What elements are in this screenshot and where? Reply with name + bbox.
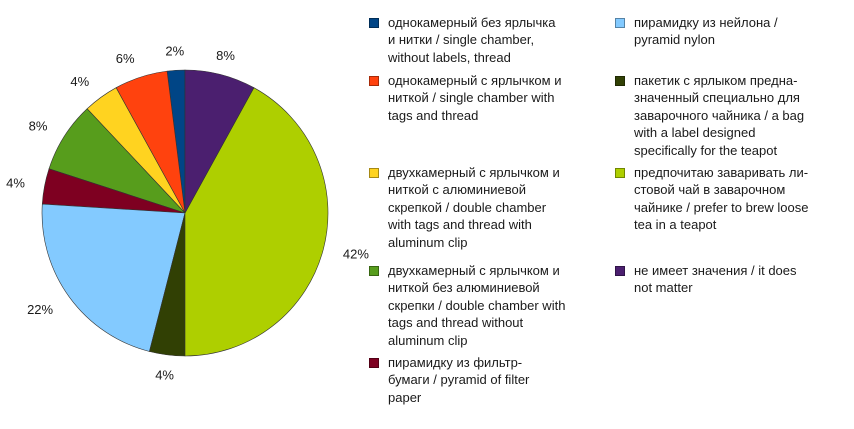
legend-label: предпочитаю заваривать ли-стовой чай в з… xyxy=(634,164,854,234)
slice-data-label: 6% xyxy=(116,51,135,66)
legend-label-line: tags and thread without xyxy=(388,315,524,331)
slice-data-label: 4% xyxy=(70,74,89,89)
legend-label-line: not matter xyxy=(634,280,693,296)
legend-label-line: paper xyxy=(388,389,422,405)
legend-swatch xyxy=(369,358,379,368)
slice-data-label: 4% xyxy=(6,176,25,191)
legend-label-line: скрепкой / double chamber xyxy=(388,199,547,215)
legend-swatch xyxy=(615,18,625,28)
legend-swatch xyxy=(369,168,379,178)
legend-entry: двухкамерный с ярлычком и ниткой с алюмин… xyxy=(369,164,613,251)
legend-label-line: tags and thread xyxy=(388,107,479,123)
legend-label-line: with tags and thread with xyxy=(388,217,532,233)
legend-swatch xyxy=(615,266,625,276)
legend-label-line: не имеет значения / it does xyxy=(634,263,797,278)
legend-label-line: with a label designed xyxy=(634,125,756,141)
legend-label-line: и нитки / single chamber, xyxy=(388,32,535,48)
legend-label-line: specifically for the teapot xyxy=(634,142,778,158)
legend-label-line: aluminum clip xyxy=(388,234,468,250)
legend-label: двухкамерный с ярлычком и ниткой с алюмин… xyxy=(388,164,613,251)
legend-entry: предпочитаю заваривать ли-стовой чай в з… xyxy=(615,164,854,234)
legend-label-line: бумаги / pyramid of filter xyxy=(388,372,530,388)
legend-label-line: однокамерный без ярлычка xyxy=(388,15,556,30)
legend-swatch xyxy=(369,18,379,28)
pie-slice xyxy=(184,87,329,357)
legend-label-line: пирамидку из фильтр- xyxy=(388,355,523,370)
pie-slice xyxy=(184,69,255,214)
legend-label: не имеет значения / it does not matter xyxy=(634,262,854,297)
legend-swatch xyxy=(615,168,625,178)
legend-label-line: стовой чай в заварочном xyxy=(634,182,786,198)
legend-label-line: aluminum clip xyxy=(388,332,468,348)
legend-label: двухкамерный с ярлычком и ниткой без алюм… xyxy=(388,262,613,349)
legend-label: пирамидку из фильтр-бумаги / pyramid of … xyxy=(388,354,613,406)
legend-entry: двухкамерный с ярлычком и ниткой без алюм… xyxy=(369,262,613,349)
slice-data-label: 2% xyxy=(165,43,184,58)
legend-label-line: заварочного чайника / a bag xyxy=(634,107,805,123)
legend-entry: не имеет значения / it does not matter xyxy=(615,262,854,297)
legend-label: пирамидку из нейлона / pyramid nylon xyxy=(634,14,854,49)
legend-label-line: ниткой / single chamber with xyxy=(388,90,555,106)
legend-entry: пирамидку из фильтр-бумаги / pyramid of … xyxy=(369,354,613,406)
slice-data-label: 8% xyxy=(216,48,235,63)
legend-label-line: предпочитаю заваривать ли- xyxy=(634,165,809,180)
legend-label: однокамерный с ярлычком и ниткой / single… xyxy=(388,72,613,124)
slice-data-label: 8% xyxy=(29,119,48,134)
legend-label-line: pyramid nylon xyxy=(634,32,715,48)
legend-entry: однокамерный с ярлычком и ниткой / single… xyxy=(369,72,613,124)
legend-label-line: without labels, thread xyxy=(388,49,511,65)
legend-label-line: чайнике / prefer to brew loose xyxy=(634,199,809,215)
legend-label-line: двухкамерный с ярлычком и xyxy=(388,165,560,180)
legend-label-line: двухкамерный с ярлычком и xyxy=(388,263,560,278)
legend-swatch xyxy=(615,76,625,86)
legend-label-line: скрепки / double chamber with xyxy=(388,297,566,313)
legend-label-line: пакетик с ярлыком предна- xyxy=(634,73,798,88)
legend-entry: однокамерный без ярлычка и нитки / single… xyxy=(369,14,613,66)
legend-label-line: однокамерный с ярлычком и xyxy=(388,73,562,88)
legend-label: пакетик с ярлыком предна-значенный специ… xyxy=(634,72,854,159)
pie-slice xyxy=(41,203,186,352)
slice-data-label: 22% xyxy=(27,302,53,317)
legend-label-line: ниткой с алюминиевой xyxy=(388,182,526,198)
legend-label-line: пирамидку из нейлона / xyxy=(634,15,778,30)
legend-swatch xyxy=(369,266,379,276)
legend-entry: пирамидку из нейлона / pyramid nylon xyxy=(615,14,854,49)
legend-label-line: ниткой без алюминиевой xyxy=(388,280,540,296)
legend-label: однокамерный без ярлычка и нитки / single… xyxy=(388,14,613,66)
legend-swatch xyxy=(369,76,379,86)
slice-data-label: 42% xyxy=(343,247,369,262)
slice-data-label: 4% xyxy=(155,368,174,383)
legend-label-line: tea in a teapot xyxy=(634,217,717,233)
legend-label-line: значенный специально для xyxy=(634,90,800,106)
legend-entry: пакетик с ярлыком предна-значенный специ… xyxy=(615,72,854,159)
